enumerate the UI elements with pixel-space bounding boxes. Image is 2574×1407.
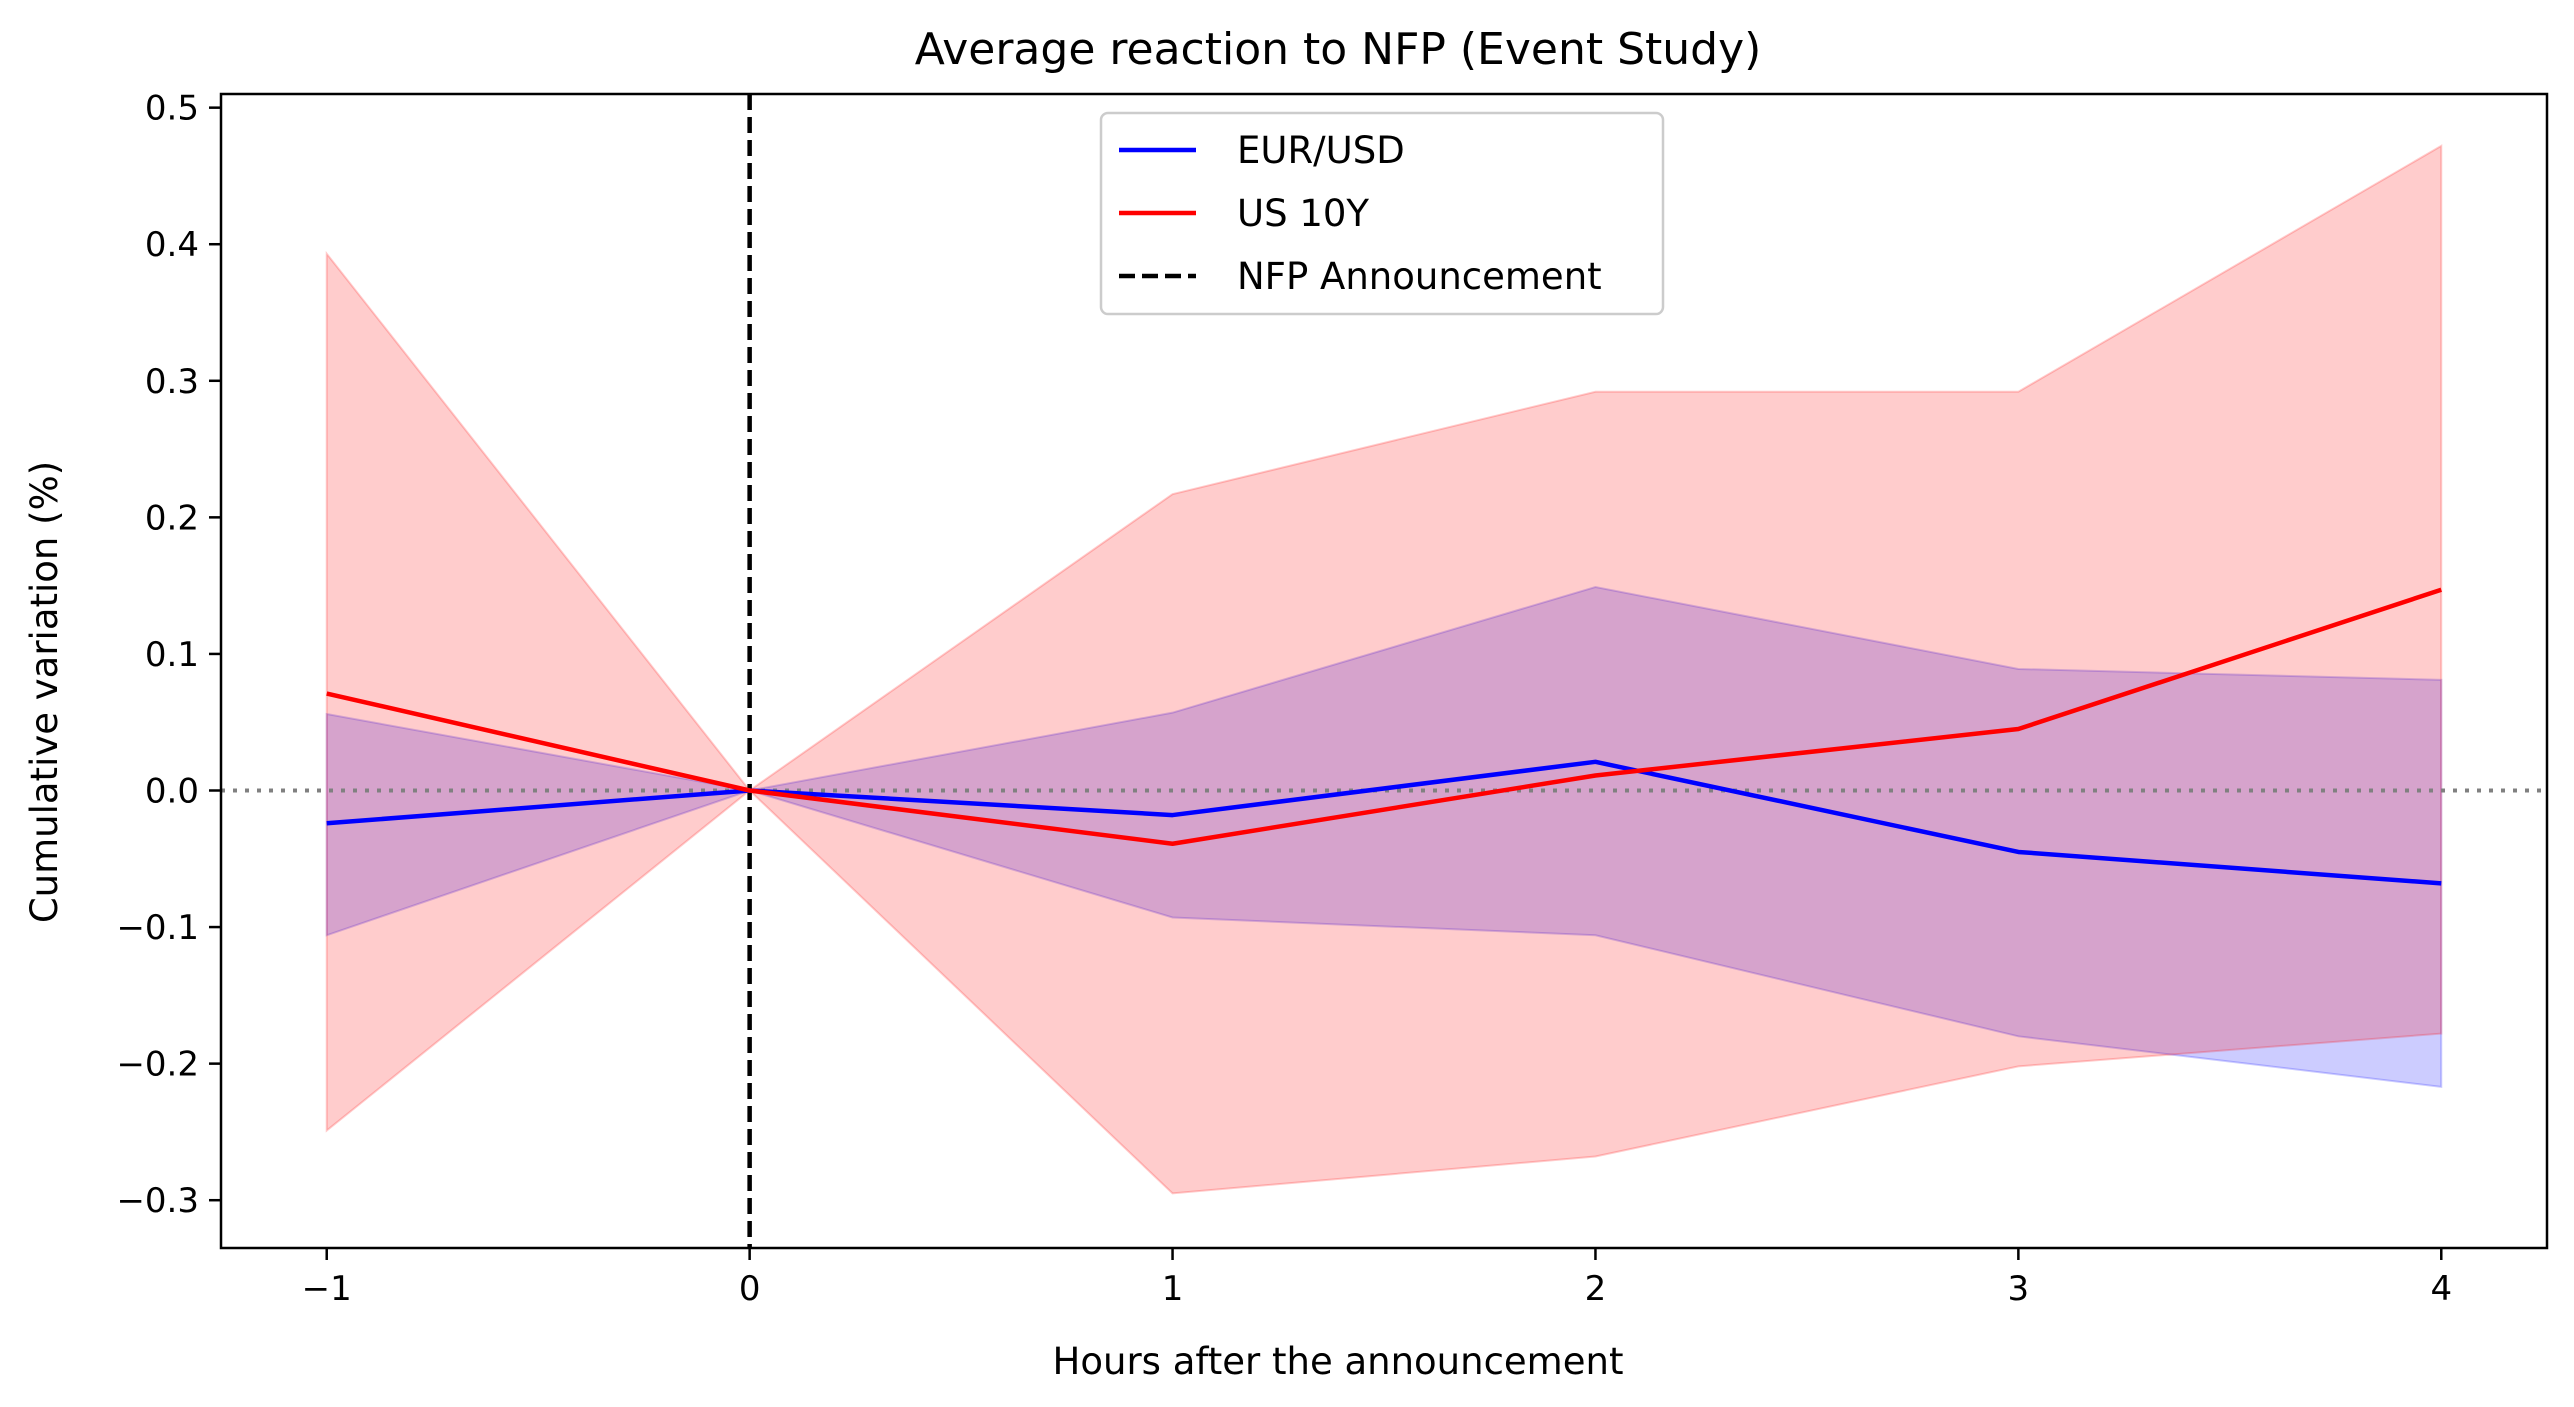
x-tick-label-4: 3 [2008, 1269, 2030, 1309]
legend: EUR/USD US 10Y NFP Announcement [1099, 111, 1665, 316]
axes: −1 0 1 2 3 4 −0.3 −0.2 −0.1 0.0 0.1 0.2 0.3 0.4 0.5 [116, 89, 2549, 1309]
plot-inner [221, 94, 2547, 1248]
y-axis-title: Cumulative variation (%) [23, 461, 66, 923]
x-tick-label-5: 4 [2430, 1269, 2452, 1309]
y-tick-label-7: 0.4 [145, 225, 199, 265]
x-tick-label-3: 2 [1585, 1269, 1607, 1309]
y-tick-label-1: −0.2 [116, 1045, 199, 1085]
y-tick-label-3: 0.0 [145, 771, 199, 811]
y-tick-label-4: 0.1 [145, 635, 199, 675]
x-tick-label-0: −1 [302, 1269, 352, 1309]
y-tick-label-6: 0.3 [145, 362, 199, 402]
x-tick-label-2: 1 [1162, 1269, 1184, 1309]
y-tick-label-8: 0.5 [145, 89, 199, 129]
y-tick-label-0: −0.3 [116, 1181, 199, 1221]
y-tick-label-2: −0.1 [116, 908, 199, 948]
plot-frame [219, 92, 2549, 1250]
chart-title: Average reaction to NFP (Event Study) [915, 24, 1762, 75]
plot-area [221, 94, 2547, 1248]
series-line-1 [326, 587, 2442, 847]
y-tick-label-5: 0.2 [145, 498, 199, 538]
x-axis-title: Hours after the announcement [1053, 1340, 1624, 1383]
legend-label-0: EUR/USD [1237, 129, 1405, 172]
x-tick-label-1: 0 [739, 1269, 761, 1309]
legend-label-1: US 10Y [1237, 192, 1369, 235]
legend-box [1099, 111, 1665, 316]
series-line-0 [326, 759, 2442, 886]
legend-label-2: NFP Announcement [1237, 255, 1602, 298]
